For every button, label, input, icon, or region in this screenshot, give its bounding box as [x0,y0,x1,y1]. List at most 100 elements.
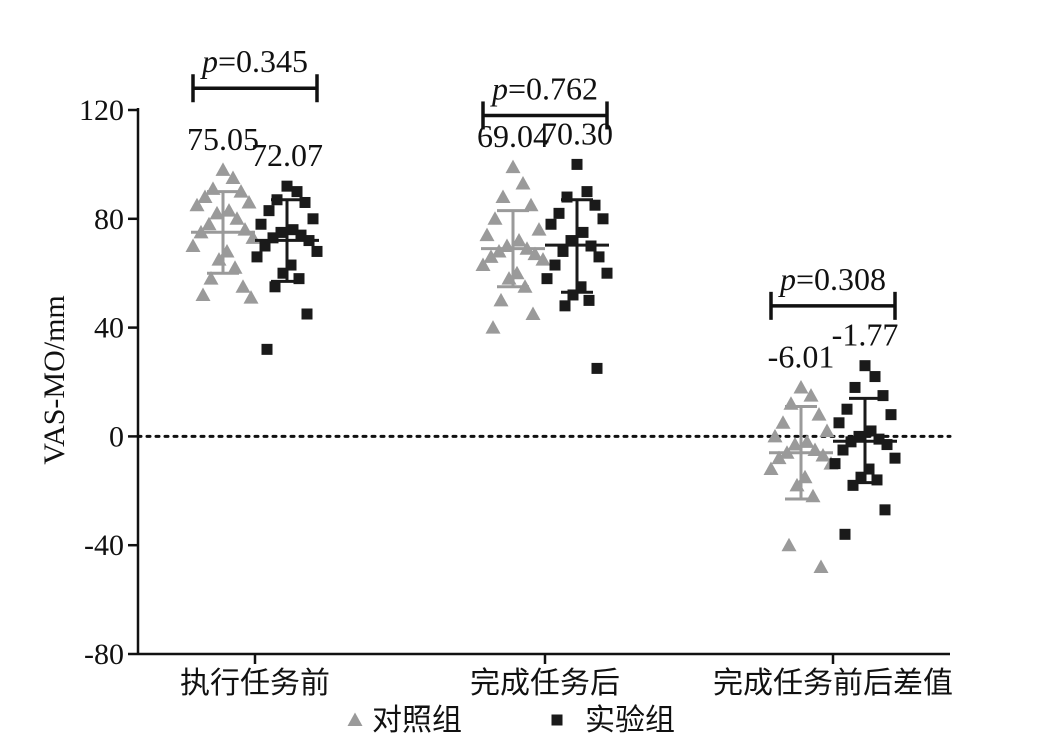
data-point [295,229,307,241]
data-point [829,458,841,470]
data-point [775,415,791,429]
data-point [491,243,507,258]
data-point [799,434,815,448]
data-point [293,273,305,285]
mean-label: 72.07 [251,137,323,173]
data-point [859,360,871,372]
data-point [771,450,787,465]
data-point [565,235,577,247]
data-point [819,423,835,437]
data-point [259,240,271,252]
mean-label: -1.77 [832,317,899,353]
data-point [485,320,501,334]
data-point [815,447,831,462]
data-point [487,211,503,225]
p-value-label: p=0.762 [490,70,598,106]
data-point [201,216,217,231]
data-point [873,433,885,445]
data-point [575,281,587,293]
data-point [221,203,237,217]
data-point [479,227,495,242]
data-point [267,232,279,244]
data-point [781,537,797,552]
data-point [227,260,243,274]
data-point [483,249,499,263]
plot-area: 75.05 69.04-6.0172.0770.30-1.77p=0.345p=0… [136,43,952,726]
data-point [881,439,893,451]
data-point [549,259,561,271]
data-point [869,371,881,383]
data-point [763,461,779,476]
p-value-label: p=0.345 [200,43,308,79]
data-point [591,362,603,374]
y-tick-label: 0 [109,420,124,453]
data-point [553,207,565,219]
data-point [215,162,231,176]
data-point [527,246,543,261]
data-point [803,388,819,402]
data-point [841,403,853,415]
p-value-symbol: p [778,261,796,297]
data-point [871,474,883,486]
p-value-label: p=0.308 [778,261,886,297]
x-tick-label: 完成任务后 [470,666,620,701]
y-tick-label: -80 [84,638,124,671]
data-point [277,267,289,279]
data-point [837,444,849,456]
y-axis-label: VAS-MO/mm [38,295,71,464]
data-point [593,251,605,263]
data-point [839,528,851,540]
data-point [269,281,281,293]
data-point [301,308,313,320]
data-point [233,184,249,198]
data-point [811,407,827,421]
mean-label: 69.04 [477,118,549,154]
data-point [535,252,551,266]
data-point [793,379,809,394]
data-point [559,300,571,312]
data-point [885,409,897,421]
data-point [545,218,557,230]
legend-marker-triangle [347,712,363,726]
data-point [291,186,303,198]
legend-label: 对照组 [372,703,462,738]
data-point [209,205,225,220]
y-tick-label: -40 [84,529,124,562]
data-point [235,279,251,293]
data-point [853,430,865,442]
mean-label: 70.30 [541,115,613,151]
mean-label: -6.01 [768,338,835,374]
y-tick-label: 80 [94,203,124,236]
data-point [307,213,319,225]
y-tick-label: 120 [79,94,124,127]
data-point [531,222,547,236]
data-point [523,197,539,212]
data-point [833,417,845,429]
data-point [203,271,219,285]
data-point [787,437,803,451]
data-point [865,425,877,437]
data-point [225,170,241,184]
data-point [589,199,601,211]
p-value-symbol: p [490,70,508,106]
p-value-number: =0.345 [218,43,308,79]
data-point [561,191,573,203]
data-point [505,159,521,174]
p-value-symbol: p [200,43,218,79]
x-tick-label: 执行任务前 [180,666,330,701]
data-point [263,205,275,217]
data-point [241,194,257,209]
data-point [525,306,541,320]
p-value-number: =0.762 [508,70,598,106]
data-point [189,197,205,212]
legend: 对照组 实验组 [372,703,675,738]
axes: -80 -40 0 40 80 120 VAS-MO/mm 执行任务前 完成任务后 完成任务前后差… [38,94,953,701]
data-point [197,189,213,204]
data-point [855,471,867,483]
data-point [287,224,299,236]
data-point [571,158,583,170]
data-point [475,257,491,272]
data-point [195,287,211,301]
data-point [285,259,297,271]
data-point [255,218,267,230]
